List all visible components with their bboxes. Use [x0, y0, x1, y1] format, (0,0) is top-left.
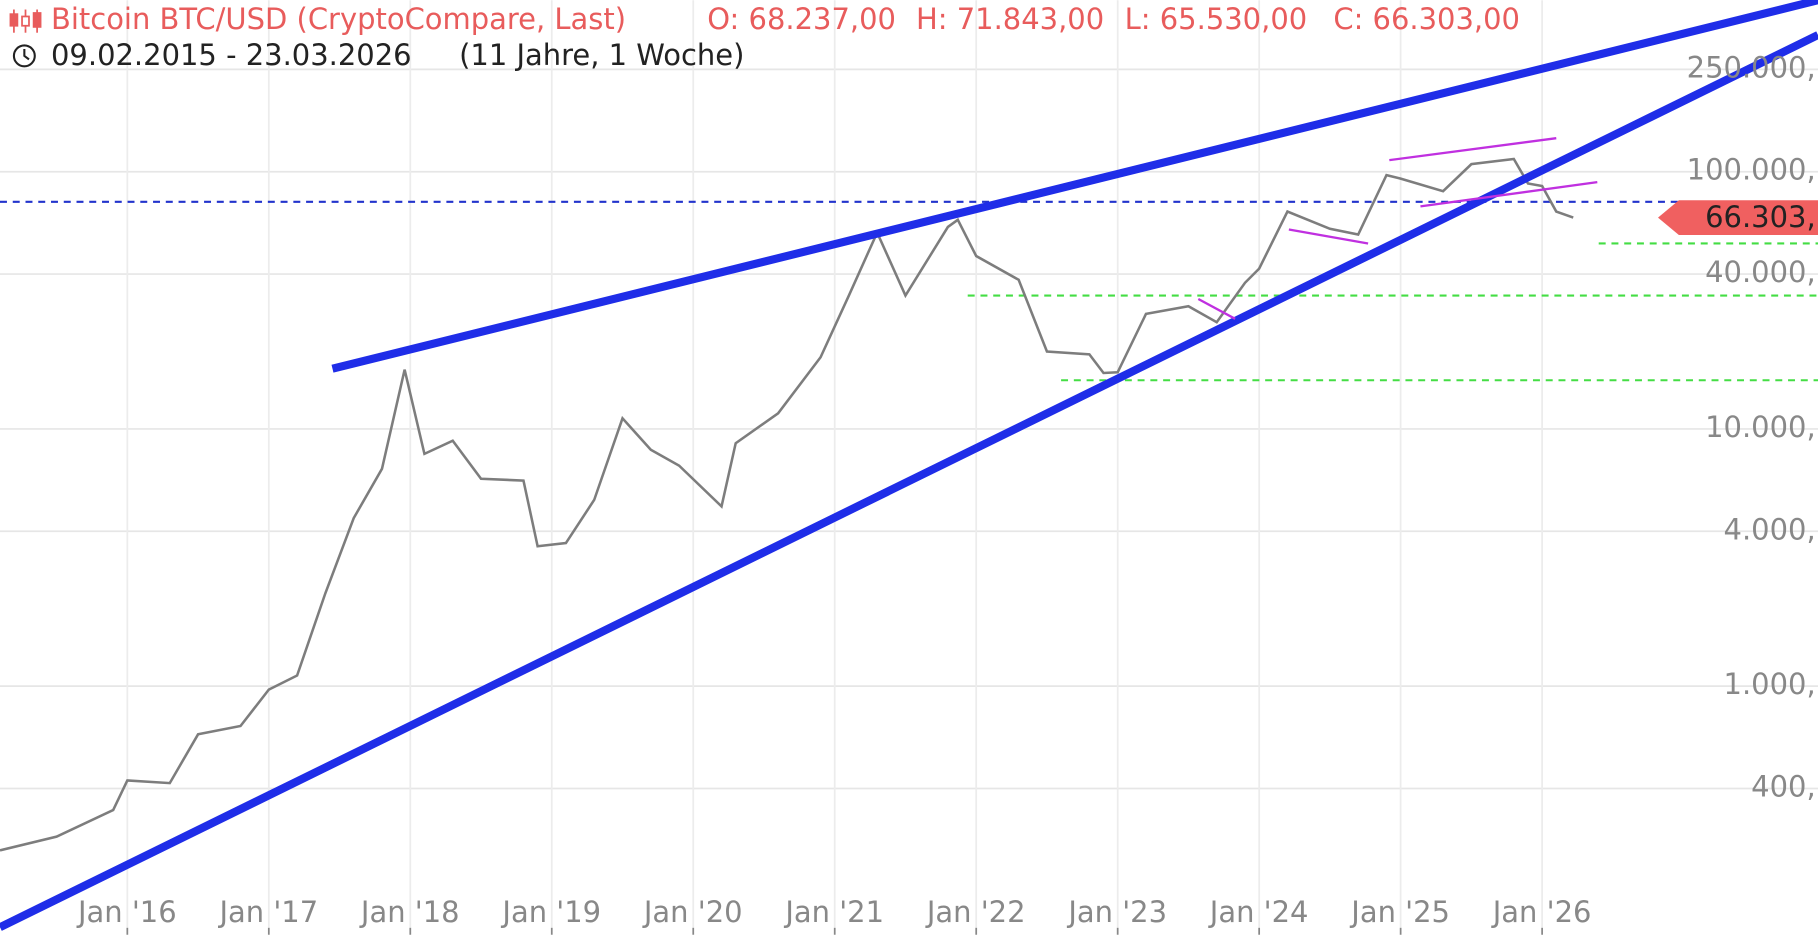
ohlc-label: L: 65.530,00	[1125, 2, 1308, 36]
y-tick-label: 250.000,	[1687, 50, 1816, 84]
trend-line	[1197, 297, 1236, 320]
period: (11 Jahre, 1 Woche)	[459, 38, 744, 72]
overlay: 250.000, 100.000, 40.000, 10.000, 4.000, 1.00…	[76, 50, 1818, 935]
trend-line	[1420, 180, 1598, 208]
x-tick-label: Jan '24	[1208, 895, 1309, 929]
trend-line	[0, 31, 1818, 931]
y-tick-label: 400,	[1751, 770, 1816, 804]
x-tick-label: Jan '20	[642, 895, 743, 929]
x-tick-label: Jan '19	[500, 895, 601, 929]
x-tick-label: Jan '16	[76, 895, 177, 929]
y-tick-label: 4.000,	[1724, 512, 1816, 546]
clock-icon	[12, 44, 36, 68]
x-tick-label: Jan '21	[783, 895, 884, 929]
last-price-label: 66.303,	[1705, 200, 1816, 234]
trend-line	[1288, 228, 1369, 245]
chart-title: Bitcoin BTC/USD (CryptoCompare, Last)	[51, 2, 626, 36]
x-tick-label: Jan '25	[1349, 895, 1450, 929]
trend-line	[331, 0, 1818, 373]
trend-line	[1389, 137, 1557, 162]
last-price-tag	[1657, 200, 1818, 235]
x-tick-label: Jan '26	[1491, 895, 1592, 929]
ohlc-label: O: 68.237,00	[707, 2, 896, 36]
y-tick-label: 100.000,	[1687, 153, 1816, 187]
date-range: 09.02.2015 - 23.03.2026	[51, 38, 412, 72]
ohlc: O: 68.237,00 H: 71.843,00 L: 65.530,00 C: 6…	[707, 2, 1520, 36]
x-tick-label: Jan '18	[359, 895, 460, 929]
ohlc-label: C: 66.303,00	[1333, 2, 1520, 36]
y-tick-label: 10.000,	[1705, 410, 1816, 444]
y-tick-label: 1.000,	[1724, 667, 1816, 701]
y-tick-label: 40.000,	[1705, 255, 1816, 289]
price-line	[0, 157, 1574, 852]
ohlc-label: H: 71.843,00	[916, 2, 1104, 36]
candle-icon	[9, 9, 42, 33]
x-tick-label: Jan '23	[1066, 895, 1167, 929]
x-tick-label: Jan '22	[925, 895, 1026, 929]
x-tick-label: Jan '17	[217, 895, 318, 929]
